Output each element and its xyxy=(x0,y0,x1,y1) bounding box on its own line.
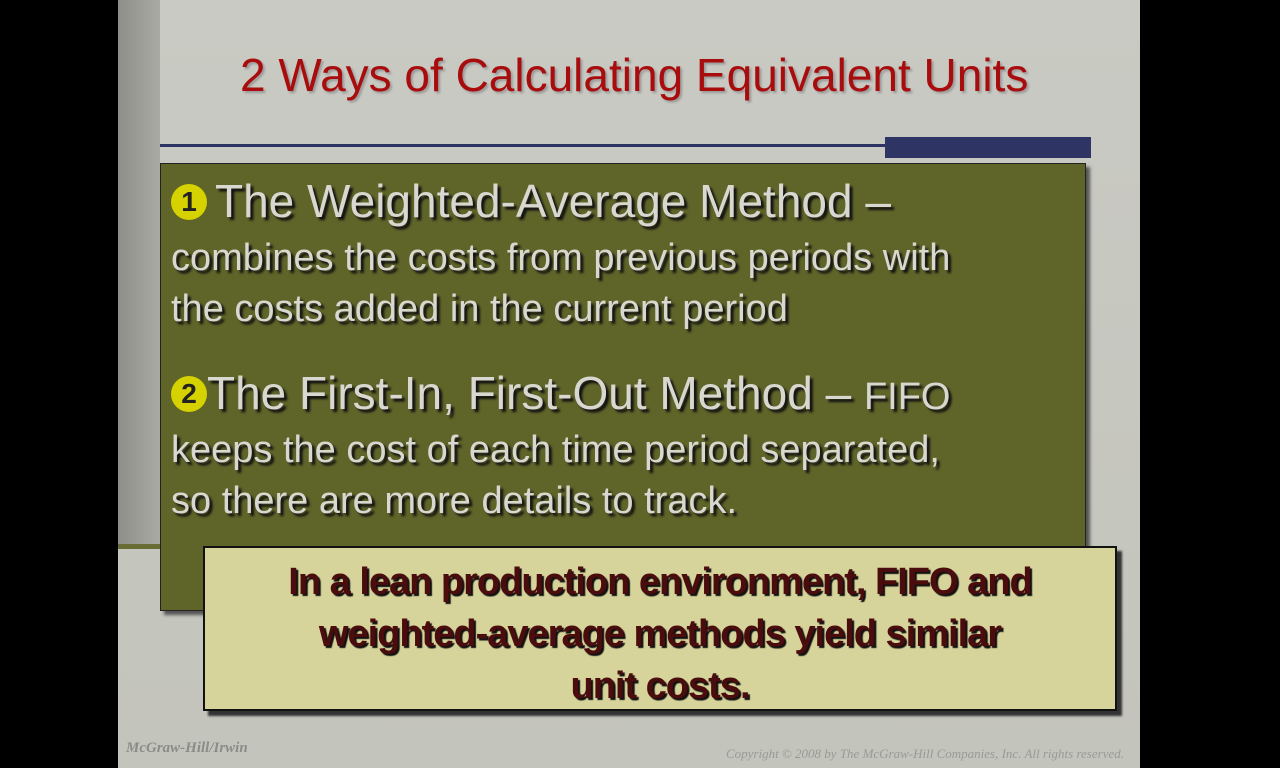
number-1-icon: 1 xyxy=(171,184,207,220)
heading-text: The Weighted-Average Method – xyxy=(215,175,891,227)
decor-line xyxy=(118,544,160,549)
note-line-2: weighted-average methods yield similar xyxy=(318,613,1002,655)
copyright-footer: Copyright © 2008 by The McGraw-Hill Comp… xyxy=(725,746,1124,761)
item-1-line-2: the costs added in the current period xyxy=(171,288,788,330)
accent-bar xyxy=(885,137,1091,158)
note-line-1: In a lean production environment, FIFO a… xyxy=(288,561,1032,603)
number-2-icon: 2 xyxy=(171,376,207,412)
item-2-line-1: keeps the cost of each time period separ… xyxy=(171,429,940,471)
item-1-line-1: combines the costs from previous periods… xyxy=(171,237,951,279)
publisher-footer: McGraw-Hill/Irwin xyxy=(126,740,248,756)
slide-title: 2 Ways of Calculating Equivalent Units xyxy=(240,49,1029,101)
title-rule xyxy=(160,144,900,147)
fifo-label: FIFO xyxy=(863,376,951,418)
item-2-heading: 2 The First-In, First-Out Method – FIFO xyxy=(171,366,951,420)
slide: 2 Ways of Calculating Equivalent Units 1… xyxy=(118,0,1140,768)
item-2-line-2: so there are more details to track. xyxy=(171,480,738,522)
item-1-heading: 1 The Weighted-Average Method – xyxy=(171,174,891,228)
left-decor-strip xyxy=(118,0,160,545)
content-box: 1 The Weighted-Average Method – combines … xyxy=(160,163,1086,611)
heading-text: The First-In, First-Out Method – xyxy=(207,367,852,419)
note-box: In a lean production environment, FIFO a… xyxy=(203,546,1117,711)
note-line-3: unit costs. xyxy=(570,665,750,707)
